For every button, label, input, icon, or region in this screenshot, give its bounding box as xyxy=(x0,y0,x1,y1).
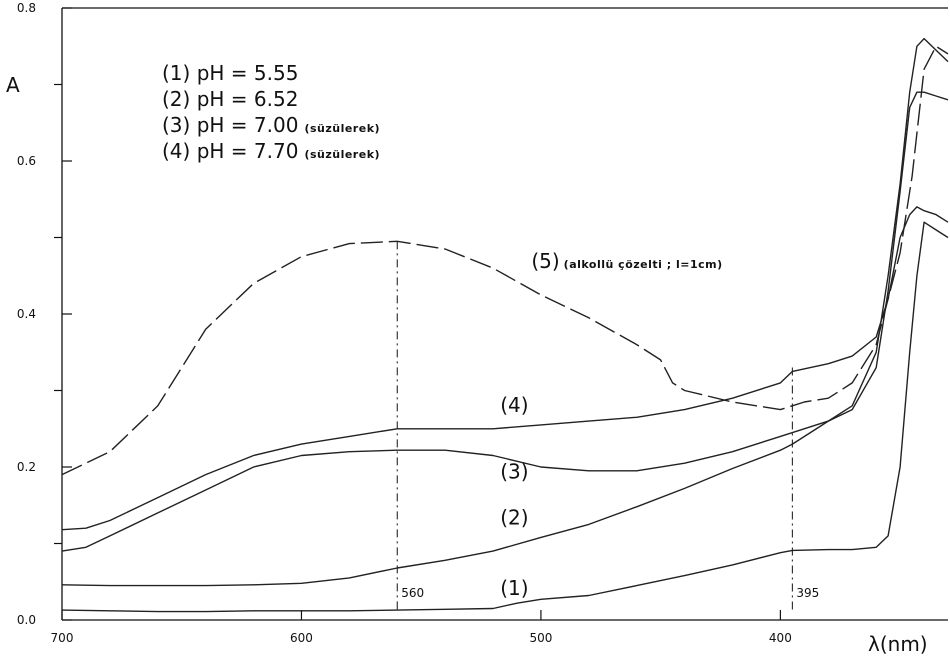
series-label-5: (5) (alkollü çözelti ; l=1cm) xyxy=(531,249,722,273)
series-line-3 xyxy=(61,91,949,552)
legend-number: (1) xyxy=(162,61,197,85)
series-line-2 xyxy=(61,37,949,587)
legend-text: pH = 6.52 xyxy=(197,87,299,111)
series-label-1: (1) xyxy=(500,576,528,600)
y-ticks: 0.0 0.2 0.4 0.6 0.8 xyxy=(17,1,72,627)
legend-note: (süzülerek) xyxy=(304,122,380,135)
x-tick-label: 500 xyxy=(529,631,552,645)
reference-lines: 560 395 xyxy=(396,241,819,612)
legend-text: pH = 7.00 xyxy=(197,113,299,137)
reference-label-560: 560 xyxy=(401,586,424,600)
series-note: (alkollü çözelti ; l=1cm) xyxy=(564,258,723,271)
reference-label-395: 395 xyxy=(796,586,819,600)
legend-entry: (2) pH = 6.52 xyxy=(162,87,298,111)
x-tick-label: 400 xyxy=(769,631,792,645)
legend-number: (4) xyxy=(162,139,197,163)
x-axis-label: λ(nm) xyxy=(868,632,928,656)
series-line-1 xyxy=(61,221,949,613)
x-ticks: 700 600 500 400 xyxy=(51,610,792,645)
x-tick-label: 700 xyxy=(51,631,74,645)
series-label-3: (3) xyxy=(500,459,528,483)
y-tick-label: 0.6 xyxy=(17,154,36,168)
series-lines xyxy=(61,37,949,613)
legend-note: (süzülerek) xyxy=(304,148,380,161)
y-tick-label: 0.4 xyxy=(17,307,36,321)
legend-number: (3) xyxy=(162,113,197,137)
legend: (1) pH = 5.55(2) pH = 6.52(3) pH = 7.00(… xyxy=(162,61,380,163)
y-tick-label: 0.8 xyxy=(17,1,36,15)
legend-entry: (1) pH = 5.55 xyxy=(162,61,298,85)
legend-entry: (3) pH = 7.00 (süzülerek) xyxy=(162,113,380,137)
legend-entry: (4) pH = 7.70 (süzülerek) xyxy=(162,139,380,163)
legend-text: pH = 7.70 xyxy=(197,139,299,163)
y-tick-label: 0.0 xyxy=(17,613,36,627)
legend-number: (2) xyxy=(162,87,197,111)
series-labels: (1) (2) (3) (4) (5) (alkollü çözelti ; l=1cm) xyxy=(500,249,722,600)
series-label-2: (2) xyxy=(500,505,528,529)
legend-text: pH = 5.55 xyxy=(197,61,299,85)
y-axis-label: A xyxy=(6,73,20,97)
x-tick-label: 600 xyxy=(290,631,313,645)
y-tick-label: 0.2 xyxy=(17,460,36,474)
series-label-4: (4) xyxy=(500,393,528,417)
series-line-5 xyxy=(61,45,949,476)
